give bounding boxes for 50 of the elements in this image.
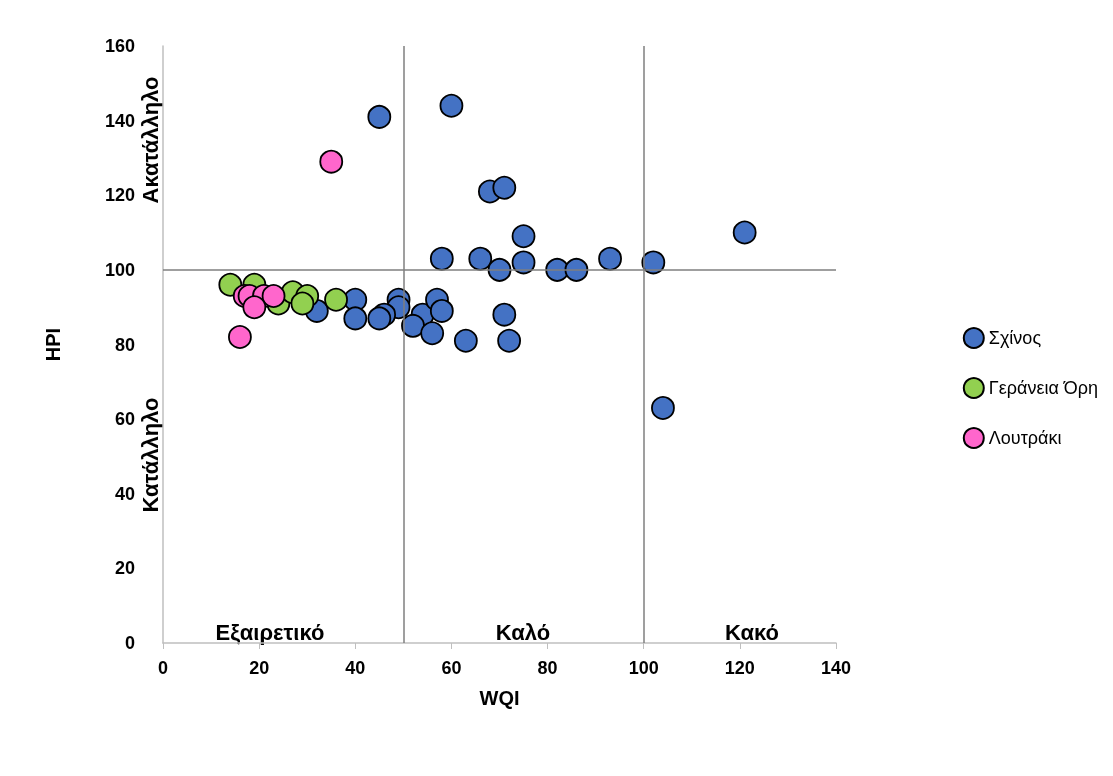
x-tick-label: 140	[820, 658, 852, 678]
point	[367, 105, 392, 129]
point	[367, 306, 392, 331]
legend-label: Γεράνεια Όρη	[988, 378, 1099, 398]
x-axis-title: WQI	[479, 687, 520, 709]
x-tick-label: 40	[345, 658, 366, 678]
y-tick-label: 120	[104, 185, 135, 206]
point	[439, 93, 464, 118]
y-tick-label: 40	[114, 483, 135, 504]
point	[651, 396, 675, 420]
x-tick-label: 0	[157, 658, 169, 678]
point	[319, 149, 344, 174]
point	[290, 291, 315, 316]
point	[492, 302, 517, 327]
x-tick-label: 20	[249, 658, 270, 678]
point	[429, 246, 454, 271]
y-tick-label: 160	[104, 36, 135, 56]
point	[429, 299, 454, 323]
y-axis-title: HPI	[42, 327, 64, 362]
point	[598, 246, 622, 271]
x-tick-label: 80	[537, 658, 558, 678]
point	[511, 224, 536, 249]
legend-label: Σχίνος	[988, 328, 1042, 348]
point	[228, 325, 252, 349]
y-tick-label: 20	[114, 558, 135, 579]
annotation: Καλό	[495, 619, 551, 645]
point	[453, 328, 478, 353]
point	[261, 284, 286, 308]
x-tick-label: 100	[628, 658, 659, 678]
point	[324, 287, 348, 312]
y-tick-label: 60	[114, 409, 135, 430]
point	[511, 250, 536, 275]
point	[242, 295, 267, 320]
legend-label: Λουτράκι	[988, 428, 1062, 448]
annotation: Εξαιρετικό	[215, 619, 325, 645]
point	[343, 306, 368, 331]
y-tick-label: 140	[104, 110, 135, 131]
y-tick-label: 100	[104, 259, 135, 280]
annotation: Κακό	[725, 619, 779, 645]
y-tick-label: 0	[124, 633, 135, 653]
text: Κατάλληλο	[137, 397, 163, 513]
point	[468, 246, 493, 271]
point	[420, 321, 445, 346]
x-tick-label: 120	[724, 658, 755, 678]
point	[497, 328, 522, 353]
point	[732, 220, 757, 245]
text: Ακατάλληλο	[137, 76, 163, 204]
y-tick-label: 80	[114, 334, 135, 355]
point	[492, 175, 517, 200]
x-tick-label: 60	[441, 658, 462, 678]
